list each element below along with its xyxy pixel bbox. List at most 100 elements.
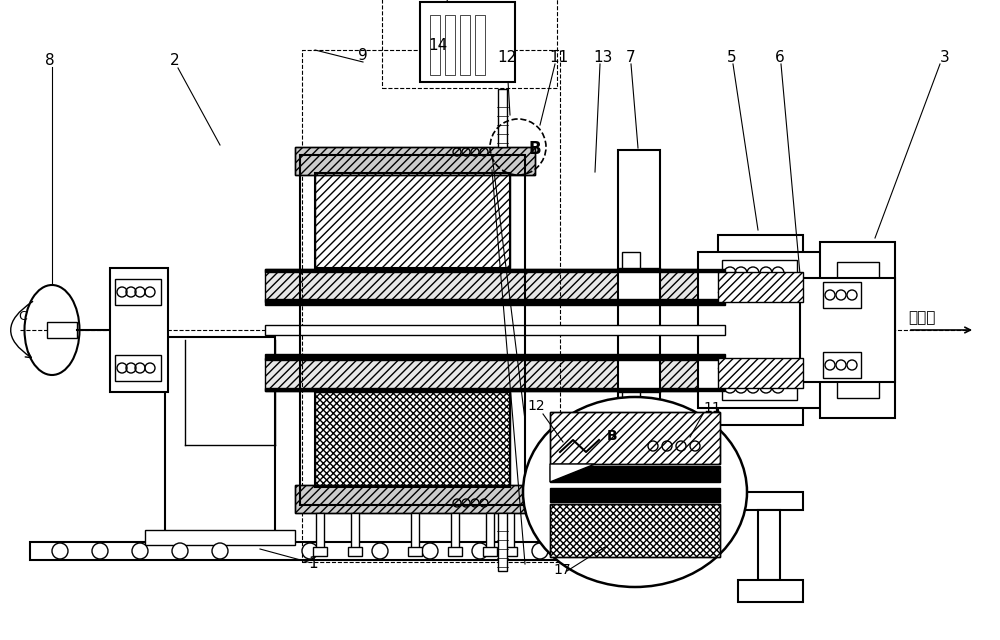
Bar	[315, 392, 510, 487]
Circle shape	[472, 543, 488, 559]
Circle shape	[632, 543, 648, 559]
Bar	[698, 252, 823, 408]
Bar	[823, 352, 861, 378]
Bar	[486, 513, 494, 548]
Bar	[758, 510, 780, 580]
Bar	[448, 547, 462, 556]
Bar	[47, 322, 77, 338]
Bar	[722, 374, 797, 400]
Bar	[295, 147, 535, 175]
Bar	[145, 530, 295, 545]
Text: 冷却水: 冷却水	[908, 310, 935, 325]
Bar	[460, 15, 470, 75]
Text: 1: 1	[308, 556, 318, 571]
Circle shape	[422, 543, 438, 559]
Bar	[483, 547, 497, 556]
Bar	[295, 485, 535, 513]
Bar	[265, 358, 725, 391]
Bar	[115, 279, 161, 305]
Bar	[550, 412, 720, 464]
Circle shape	[212, 543, 228, 559]
Text: 17: 17	[553, 563, 571, 577]
Text: 8: 8	[45, 53, 55, 68]
Circle shape	[372, 543, 388, 559]
Bar	[738, 580, 803, 602]
Bar	[498, 89, 507, 147]
Circle shape	[132, 543, 148, 559]
Bar	[550, 504, 720, 557]
Circle shape	[172, 543, 188, 559]
Text: 11: 11	[549, 50, 568, 65]
Bar	[722, 260, 797, 286]
Bar	[300, 155, 525, 505]
Text: 5: 5	[727, 50, 737, 65]
Bar	[718, 358, 803, 388]
Bar	[265, 299, 725, 305]
Text: 14: 14	[428, 38, 447, 53]
Bar	[800, 278, 895, 382]
Bar	[837, 262, 879, 398]
Bar	[550, 466, 720, 482]
Bar	[475, 15, 485, 75]
Bar	[718, 272, 803, 302]
Bar	[550, 504, 720, 557]
Bar	[382, 0, 557, 88]
Bar	[503, 547, 517, 556]
Bar	[316, 513, 324, 548]
Bar	[313, 547, 327, 556]
Text: 2: 2	[170, 53, 180, 68]
Bar	[348, 547, 362, 556]
Bar	[302, 50, 560, 562]
Bar	[165, 337, 275, 542]
Bar	[408, 547, 422, 556]
Bar	[550, 488, 720, 502]
Circle shape	[92, 543, 108, 559]
Circle shape	[532, 543, 548, 559]
Bar	[295, 485, 535, 513]
Bar	[820, 242, 895, 418]
Text: 12: 12	[497, 50, 516, 65]
Polygon shape	[622, 252, 640, 268]
Text: 9: 9	[358, 48, 368, 63]
Bar	[498, 513, 507, 571]
Bar	[115, 355, 161, 381]
Bar	[420, 2, 515, 82]
Bar	[295, 147, 535, 175]
Bar	[618, 150, 660, 510]
Text: C: C	[18, 310, 27, 323]
Circle shape	[582, 543, 598, 559]
Text: 7: 7	[626, 50, 636, 65]
Bar	[315, 392, 510, 487]
Bar	[738, 492, 803, 510]
Bar	[430, 15, 440, 75]
Bar	[315, 173, 510, 268]
Ellipse shape	[523, 397, 747, 587]
Bar	[265, 388, 725, 391]
Bar	[110, 268, 168, 392]
Polygon shape	[550, 464, 595, 482]
Bar	[351, 513, 359, 548]
Text: B: B	[607, 429, 618, 443]
Bar	[265, 269, 725, 302]
Bar	[823, 282, 861, 308]
Bar	[718, 235, 803, 425]
Polygon shape	[622, 392, 640, 408]
Bar	[265, 269, 725, 272]
Circle shape	[302, 543, 318, 559]
Bar	[506, 513, 514, 548]
Text: 12: 12	[527, 399, 545, 413]
Bar	[265, 354, 725, 360]
Bar	[265, 325, 725, 335]
Bar	[315, 173, 510, 268]
Text: B: B	[528, 140, 541, 158]
Bar	[451, 513, 459, 548]
Bar	[411, 513, 419, 548]
Text: 3: 3	[940, 50, 950, 65]
Text: 6: 6	[775, 50, 785, 65]
Bar	[550, 412, 720, 464]
Bar	[445, 15, 455, 75]
Text: 11: 11	[703, 401, 721, 415]
Circle shape	[52, 543, 68, 559]
Bar	[30, 542, 710, 560]
Text: 13: 13	[593, 50, 612, 65]
